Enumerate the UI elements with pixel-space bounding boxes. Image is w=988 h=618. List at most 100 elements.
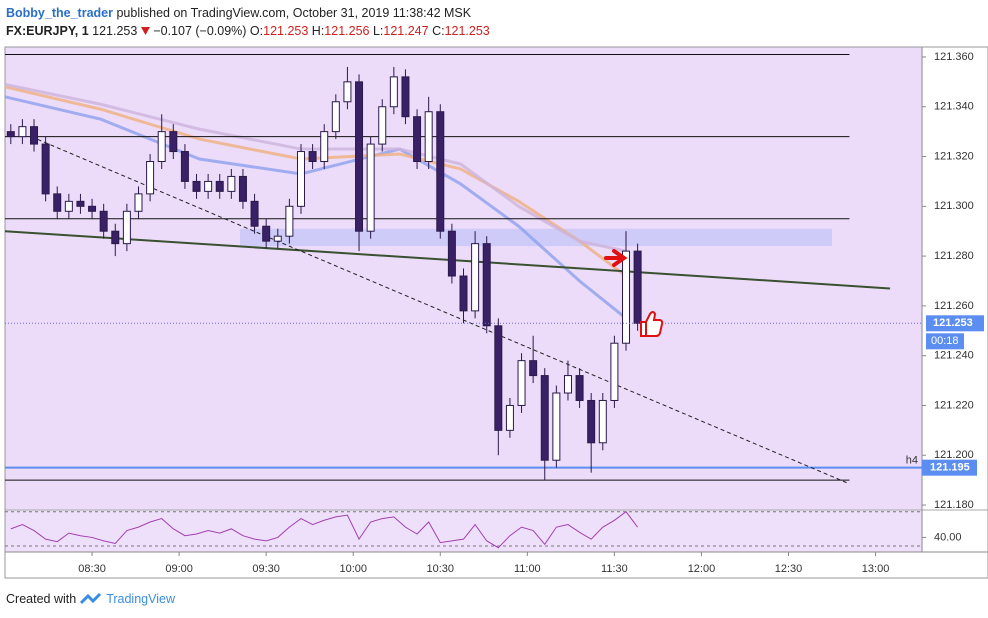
candle-body xyxy=(262,225,271,242)
candle-body xyxy=(285,205,294,237)
y-tick-label: 121.200 xyxy=(934,449,974,461)
ohlc-label: H: xyxy=(311,24,325,38)
ohlc-label: C: xyxy=(432,24,445,38)
y-tick-label: 121.220 xyxy=(934,399,974,411)
candle-body xyxy=(563,375,572,394)
y-tick-label: 121.360 xyxy=(934,51,974,63)
candle-body xyxy=(633,250,642,324)
candle-body xyxy=(587,399,596,444)
candle-body xyxy=(389,76,398,108)
candle-body xyxy=(366,143,375,232)
header: Bobby_the_trader published on TradingVie… xyxy=(6,4,490,40)
candle-body xyxy=(424,111,433,163)
change: −0.107 (−0.09%) xyxy=(153,24,247,38)
author: Bobby_the_trader xyxy=(6,6,113,20)
y-tick-label: 40.00 xyxy=(934,531,962,543)
x-tick-label: 08:30 xyxy=(78,563,106,575)
candle-body xyxy=(88,205,97,212)
candle-body xyxy=(215,180,224,192)
candle-body xyxy=(192,180,201,192)
y-tick-label: 121.320 xyxy=(934,150,974,162)
countdown-label: 00:18 xyxy=(931,335,959,347)
brand: TradingView xyxy=(106,592,175,606)
candle-body xyxy=(146,161,155,195)
candle-body xyxy=(204,180,213,192)
ohlc-value: 121.247 xyxy=(383,24,429,38)
candle-body xyxy=(53,193,62,212)
candle-body xyxy=(436,111,445,232)
candle-body xyxy=(505,404,514,431)
ohlc-label: L: xyxy=(372,24,384,38)
last-price: 121.253 xyxy=(92,24,138,38)
candle-body xyxy=(169,131,178,153)
key-level-label: 121.195 xyxy=(930,462,970,474)
candle-body xyxy=(273,235,282,242)
candle-body xyxy=(238,175,247,202)
candle-body xyxy=(401,76,410,118)
plot-layer: 121.180 121.200 121.220 121.240 121.260 121.2… xyxy=(4,51,984,575)
y-tick-label: 121.180 xyxy=(934,499,974,511)
candle-body xyxy=(598,399,607,444)
rsi-pane xyxy=(5,510,922,552)
candle-body xyxy=(122,210,131,245)
trendline xyxy=(30,136,847,484)
candle-body xyxy=(111,230,120,245)
candle-body xyxy=(529,360,538,377)
candle-body xyxy=(482,243,491,327)
candle-body xyxy=(6,131,15,138)
countdown-tag xyxy=(926,333,964,350)
candle-body xyxy=(343,81,352,103)
candle-body xyxy=(18,126,27,138)
candle-body xyxy=(157,131,166,163)
candle-body xyxy=(64,200,73,212)
candle-body xyxy=(413,116,422,163)
moving-average xyxy=(4,82,627,253)
thumbs-up-annotation xyxy=(640,311,664,337)
footer-text: Created with xyxy=(6,592,77,606)
key-level-name: h4 xyxy=(906,455,918,467)
x-tick-label: 09:00 xyxy=(165,563,193,575)
x-tick-label: 10:30 xyxy=(427,563,455,575)
candle-body xyxy=(99,210,108,232)
candle-body xyxy=(517,360,526,406)
y-tick-label: 121.280 xyxy=(934,250,974,262)
last-price-tag xyxy=(926,315,984,332)
candle-body xyxy=(180,151,189,182)
candle-body xyxy=(447,230,456,277)
candle-body xyxy=(308,151,317,163)
candle-body xyxy=(250,200,259,227)
candle-body xyxy=(610,342,619,401)
candle-body xyxy=(552,392,561,461)
x-tick-label: 11:30 xyxy=(601,563,628,575)
ohlc-label: O: xyxy=(249,24,264,38)
footer: Created with TradingView xyxy=(6,592,175,606)
candle-body xyxy=(30,126,39,145)
symbol: FX:EURJPY, 1 xyxy=(6,24,89,38)
last-price-label: 121.253 xyxy=(933,317,973,329)
y-tick-label: 121.300 xyxy=(934,200,974,212)
symbol-line: FX:EURJPY, 1 121.253 −0.107 (−0.09%) O:1… xyxy=(6,22,490,40)
x-tick-label: 13:00 xyxy=(862,563,890,575)
candle-body xyxy=(355,81,364,232)
x-tick-label: 10:00 xyxy=(339,563,367,575)
candle-body xyxy=(575,375,584,401)
published: published on TradingView.com, October 31… xyxy=(116,6,472,20)
candle-body xyxy=(296,151,305,207)
candle-body xyxy=(76,200,85,207)
x-tick-label: 12:30 xyxy=(775,563,803,575)
candle-body xyxy=(494,325,503,431)
ohlc-value: 121.253 xyxy=(263,24,309,38)
x-tick-label: 11:00 xyxy=(514,563,541,575)
trendline xyxy=(4,230,891,290)
x-tick-label: 09:30 xyxy=(252,563,280,575)
x-tick-label: 12:00 xyxy=(688,563,716,575)
candle-body xyxy=(41,143,50,195)
candle-body xyxy=(622,250,631,344)
candle-body xyxy=(227,175,236,192)
candle-body xyxy=(331,101,340,133)
candle-body xyxy=(134,193,143,212)
candle-body xyxy=(320,131,329,163)
candle-body xyxy=(471,243,480,312)
